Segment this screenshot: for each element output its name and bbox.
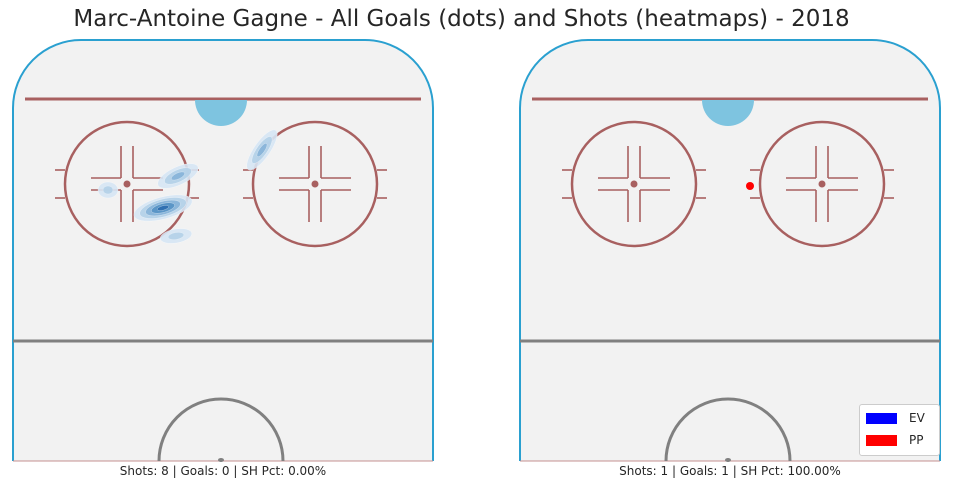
faceoff-circle-right [750,120,894,248]
faceoff-ring [758,120,886,248]
density-level [171,171,185,181]
density-level [102,185,114,195]
shot-density-5 [159,228,193,244]
density-level [156,205,170,211]
shot-summary-right: Shots: 1 | Goals: 1 | SH Pct: 100.00% [619,464,841,478]
center-circle [664,397,792,462]
faceoff-dot [311,180,319,188]
rink-boards [519,39,941,461]
rink-surface [13,40,433,461]
rink-panel-right [519,39,941,462]
rink-surface [520,40,940,461]
legend-label-pp: PP [909,433,924,447]
center-dot [218,458,224,462]
legend-label-ev: EV [909,411,925,425]
shot-density-2 [157,163,199,189]
faceoff-ring [63,120,191,248]
rink-panel-left [12,39,434,462]
goal-dot-1 [746,182,754,190]
shot-density-3 [246,129,278,171]
faceoff-circle-right [243,120,387,248]
goal-crease [195,100,247,126]
shot-density-1 [133,194,193,222]
center-dot [725,458,731,462]
faceoff-dot [818,180,826,188]
center-circle [157,397,285,462]
faceoff-ring [570,120,698,248]
shot-density-4 [97,181,119,199]
legend-entry-pp: PP [866,433,923,447]
legend-entry-ev: EV [866,411,925,425]
shot-summary-left: Shots: 8 | Goals: 0 | SH Pct: 0.00% [119,464,327,478]
goal-crease [702,100,754,126]
legend-swatch-ev [866,412,897,424]
faceoff-dot [123,180,131,188]
density-level [167,232,185,240]
legend-swatch-pp [866,434,897,446]
faceoff-dot [630,180,638,188]
faceoff-ring [251,120,379,248]
density-level [256,143,268,157]
rink-boards [12,39,434,461]
faceoff-circle-left [562,120,706,248]
chart-title: Marc-Antoine Gagne - All Goals (dots) an… [73,6,850,32]
legend: EV PP [859,404,940,456]
